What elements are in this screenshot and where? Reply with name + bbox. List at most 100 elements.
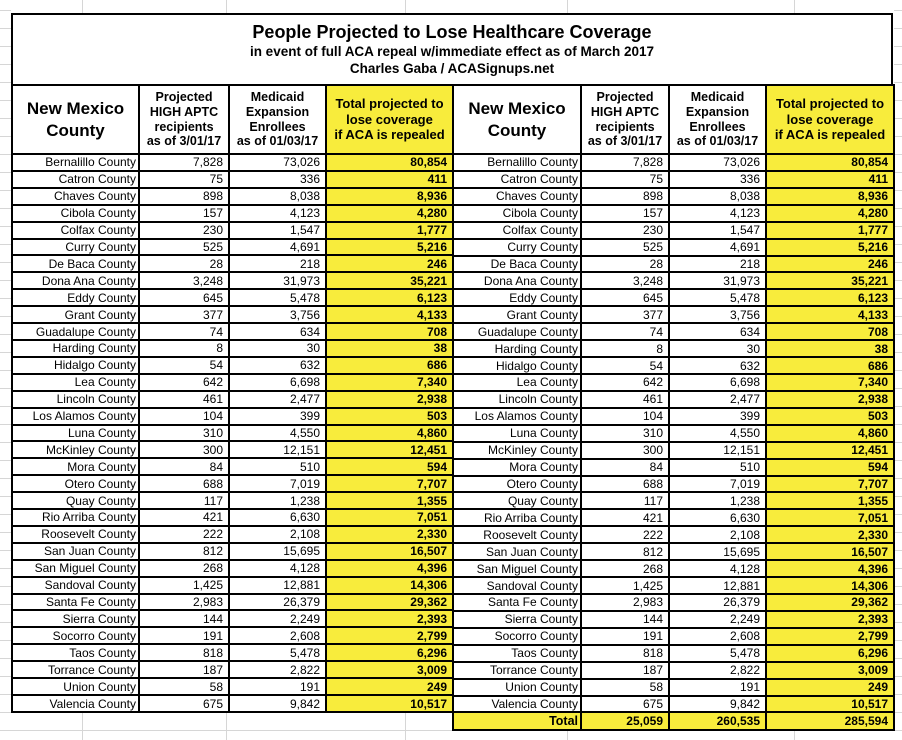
table-row: Rio Arriba County 421 6,630 7,051 <box>11 508 454 527</box>
aptc-value-cell: 84 <box>138 457 230 477</box>
medicaid-value-cell: 9,842 <box>228 694 327 713</box>
aptc-value-cell: 157 <box>138 203 230 223</box>
county-cell: Colfax County <box>11 220 140 240</box>
table-row: Dona Ana County 3,248 31,973 35,221 <box>11 271 454 291</box>
margin-gridlines-right <box>894 0 902 740</box>
medicaid-value-cell: 12,151 <box>668 440 767 460</box>
county-cell: Taos County <box>11 643 140 663</box>
aptc-value-cell: 28 <box>580 254 670 274</box>
total-value-cell: 4,860 <box>765 423 895 443</box>
medicaid-value-cell: 5,478 <box>228 288 327 308</box>
total-value-cell: 2,938 <box>325 389 454 409</box>
aptc-value-cell: 812 <box>580 542 670 562</box>
column-header-total: Total projected to lose coverage if ACA … <box>765 84 895 155</box>
aptc-value-cell: 157 <box>580 203 670 223</box>
table-row: Santa Fe County 2,983 26,379 29,362 <box>452 592 895 612</box>
county-cell: Hidalgo County <box>452 356 582 375</box>
margin-gridline <box>82 713 83 740</box>
table-row: McKinley County 300 12,151 12,451 <box>452 440 895 460</box>
margin-gridline <box>567 731 568 740</box>
medicaid-value-cell: 399 <box>228 406 327 426</box>
table-row: Grant County 377 3,756 4,133 <box>452 305 895 325</box>
aptc-value-cell: 191 <box>138 626 230 646</box>
total-value-cell: 503 <box>765 406 895 426</box>
medicaid-value-cell: 2,108 <box>668 525 767 545</box>
total-value-cell: 12,451 <box>325 440 454 460</box>
table-row: Curry County 525 4,691 5,216 <box>11 237 454 257</box>
medicaid-value-cell: 26,379 <box>228 592 327 612</box>
table-row: Luna County 310 4,550 4,860 <box>452 423 895 443</box>
total-value-cell: 7,340 <box>765 372 895 392</box>
county-cell: Catron County <box>452 169 582 189</box>
aptc-value-cell: 8 <box>580 339 670 359</box>
aptc-value-cell: 58 <box>580 677 670 697</box>
table-row: Lea County 642 6,698 7,340 <box>11 372 454 392</box>
total-value-cell: 249 <box>325 677 454 696</box>
table-row: Harding County 8 30 38 <box>11 338 454 358</box>
table-row: Lincoln County 461 2,477 2,938 <box>11 389 454 409</box>
table-row: Catron County 75 336 411 <box>452 169 895 189</box>
aptc-value-cell: 3,248 <box>580 271 670 291</box>
aptc-value-cell: 74 <box>138 322 230 341</box>
medicaid-value-cell: 5,478 <box>228 643 327 663</box>
aptc-value-cell: 675 <box>138 694 230 713</box>
county-cell: Lincoln County <box>11 389 140 409</box>
aptc-value-cell: 75 <box>580 169 670 189</box>
aptc-value-cell: 642 <box>580 372 670 392</box>
aptc-value-cell: 645 <box>580 288 670 308</box>
aptc-value-cell: 818 <box>580 643 670 663</box>
medicaid-value-cell: 634 <box>668 322 767 342</box>
medicaid-value-cell: 2,822 <box>668 660 767 680</box>
county-cell: Bernalillo County <box>452 153 582 172</box>
aptc-value-cell: 377 <box>580 305 670 325</box>
aptc-value-cell: 3,248 <box>138 271 230 291</box>
county-cell: Quay County <box>452 491 582 511</box>
page-attribution: Charles Gaba / ACASignups.net <box>349 60 555 76</box>
county-cell: Roosevelt County <box>452 525 582 545</box>
county-cell: Catron County <box>11 169 140 189</box>
county-cell: Socorro County <box>452 626 582 646</box>
table-row: Curry County 525 4,691 5,216 <box>452 237 895 257</box>
county-cell: McKinley County <box>11 440 140 460</box>
aptc-value-cell: 898 <box>138 186 230 206</box>
county-cell: McKinley County <box>452 440 582 460</box>
aptc-value-cell: 84 <box>580 457 670 477</box>
medicaid-value-cell: 1,238 <box>668 491 767 511</box>
aptc-value-cell: 230 <box>580 220 670 240</box>
medicaid-value-cell: 2,608 <box>668 626 767 646</box>
aptc-value-cell: 2,983 <box>138 592 230 612</box>
medicaid-value-cell: 4,128 <box>668 559 767 579</box>
total-value-cell: 4,860 <box>325 423 454 443</box>
table-row: Quay County 117 1,238 1,355 <box>452 491 895 511</box>
medicaid-value-cell: 7,019 <box>228 474 327 494</box>
total-value-cell: 29,362 <box>325 592 454 612</box>
coverage-table-right: New Mexico County Projected HIGH APTC re… <box>452 84 895 731</box>
total-value-cell: 10,517 <box>325 694 454 713</box>
medicaid-value-cell: 4,550 <box>668 423 767 443</box>
aptc-value-cell: 187 <box>580 660 670 680</box>
total-value-cell: 5,216 <box>325 237 454 257</box>
county-cell: Torrance County <box>11 660 140 680</box>
table-row: Rio Arriba County 421 6,630 7,051 <box>452 508 895 528</box>
total-value-cell: 7,340 <box>325 372 454 392</box>
aptc-value-cell: 104 <box>580 406 670 426</box>
county-cell: Los Alamos County <box>11 406 140 426</box>
total-value-cell: 686 <box>325 355 454 375</box>
table-row: San Juan County 812 15,695 16,507 <box>11 541 454 561</box>
table-row: Los Alamos County 104 399 503 <box>11 406 454 426</box>
medicaid-value-cell: 336 <box>668 169 767 189</box>
aptc-value-cell: 187 <box>138 660 230 680</box>
table-body-right: Bernalillo County 7,828 73,026 80,854 Catron… <box>452 153 895 731</box>
table-row: Grant County 377 3,756 4,133 <box>11 305 454 325</box>
aptc-value-cell: 54 <box>580 356 670 375</box>
medicaid-value-cell: 1,547 <box>668 220 767 240</box>
table-row: Torrance County 187 2,822 3,009 <box>452 660 895 680</box>
total-value-cell: 2,799 <box>765 626 895 646</box>
aptc-value-cell: 421 <box>138 508 230 527</box>
table-row: Sierra County 144 2,249 2,393 <box>452 609 895 629</box>
aptc-value-cell: 144 <box>580 609 670 629</box>
total-value-cell: 1,355 <box>765 491 895 511</box>
medicaid-value-cell: 5,478 <box>668 643 767 663</box>
total-aptc-value-cell: 25,059 <box>580 711 670 731</box>
medicaid-value-cell: 191 <box>668 677 767 697</box>
